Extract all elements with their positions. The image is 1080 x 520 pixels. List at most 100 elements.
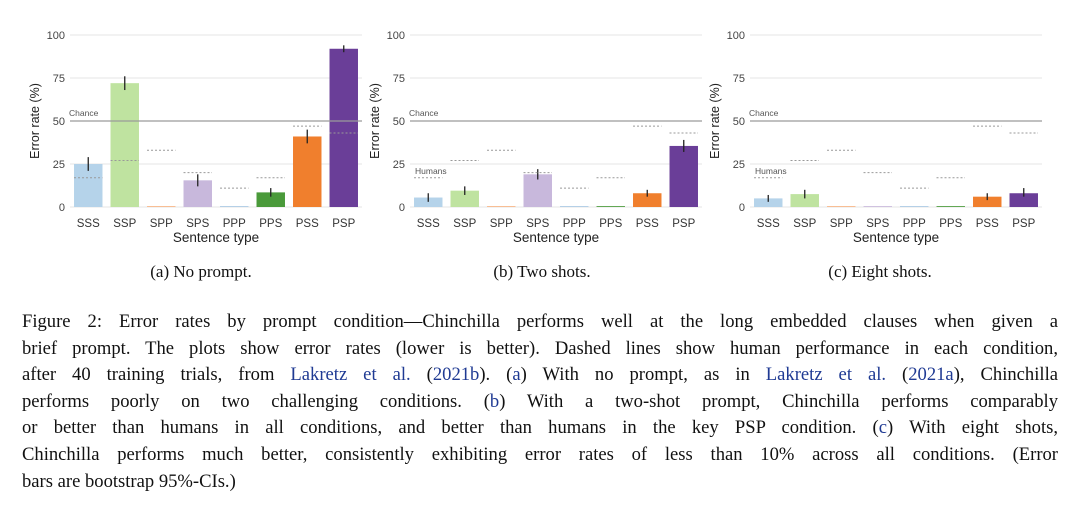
bar xyxy=(220,206,249,207)
x-tick-label: SPP xyxy=(150,218,173,230)
bar xyxy=(560,206,589,207)
y-tick-label: 75 xyxy=(53,73,65,85)
chart-panel-2: 0 25 50 75 100 Error rate (%) SSS SSP SPP SPS PPP P… xyxy=(708,30,1042,245)
y-axis-label: Error rate (%) xyxy=(708,83,722,159)
caption-line: Chinchilla performs much better, consist… xyxy=(22,442,1058,469)
bar xyxy=(329,48,358,208)
caption-text: Chinchilla performs much better, consist… xyxy=(22,443,1058,465)
caption-text: ). ( xyxy=(479,364,513,386)
y-tick-label: 100 xyxy=(387,30,405,42)
caption-text: ) With no prompt, as in xyxy=(520,364,766,386)
bar xyxy=(147,206,176,207)
y-axis-label: Error rate (%) xyxy=(28,83,42,159)
x-tick-label: PPS xyxy=(599,218,622,230)
y-tick-label: 25 xyxy=(53,159,65,171)
subcaption-c: (c) Eight shots. xyxy=(828,262,932,281)
humans-label: Humans xyxy=(755,166,787,176)
bar xyxy=(414,197,443,207)
caption-line: or better than humans in all conditions,… xyxy=(22,415,1058,442)
caption-line: bars are bootstrap 95%-CIs.) xyxy=(22,469,1058,496)
x-tick-label: SSS xyxy=(77,218,100,230)
bar xyxy=(863,206,892,207)
bar xyxy=(827,206,856,207)
caption-text: ( xyxy=(410,364,433,386)
x-axis-label: Sentence type xyxy=(173,230,259,245)
y-tick-label: 25 xyxy=(733,159,745,171)
figure-charts: 0 25 50 75 100 Error rate (%) SSS SSP SPP SPS PPP P… xyxy=(28,30,1042,245)
x-tick-label: SSP xyxy=(453,218,476,230)
x-tick-label: PSP xyxy=(672,218,695,230)
y-tick-label: 50 xyxy=(733,116,745,128)
caption-text: bars are bootstrap 95%-CIs.) xyxy=(22,470,236,492)
citation-link[interactable]: 2021b xyxy=(432,364,480,386)
x-tick-label: SPS xyxy=(866,218,889,230)
figure-caption: Figure 2: Error rates by prompt conditio… xyxy=(22,309,1058,495)
bar xyxy=(74,164,103,207)
x-tick-label: SPS xyxy=(526,218,549,230)
caption-text: or better than humans in all conditions,… xyxy=(22,417,879,439)
bar xyxy=(523,174,552,207)
bar xyxy=(450,190,479,207)
x-tick-label: PSP xyxy=(1012,218,1035,230)
caption-line: performs poorly on two challenging condi… xyxy=(22,389,1058,416)
caption-line: after 40 training trials, from Lakretz e… xyxy=(22,362,1058,389)
x-tick-label: PSS xyxy=(636,218,659,230)
x-axis-label: Sentence type xyxy=(853,230,939,245)
x-tick-label: PSS xyxy=(976,218,999,230)
x-tick-label: SPP xyxy=(830,218,853,230)
caption-line: brief prompt. The plots show error rates… xyxy=(22,336,1058,363)
citation-link[interactable]: b xyxy=(489,390,500,412)
caption-line: Figure 2: Error rates by prompt conditio… xyxy=(22,309,1058,336)
x-tick-label: SSS xyxy=(417,218,440,230)
x-tick-label: PPP xyxy=(223,218,246,230)
chance-label: Chance xyxy=(69,108,99,118)
x-tick-label: SSS xyxy=(757,218,780,230)
x-tick-label: PSS xyxy=(296,218,319,230)
bar xyxy=(1009,193,1038,207)
x-axis-label: Sentence type xyxy=(513,230,599,245)
bar xyxy=(669,145,698,207)
x-tick-label: PPP xyxy=(903,218,926,230)
caption-text: brief prompt. The plots show error rates… xyxy=(22,337,1058,359)
x-tick-label: SPS xyxy=(186,218,209,230)
caption-text: ), Chinchilla xyxy=(953,364,1058,386)
y-tick-label: 75 xyxy=(393,73,405,85)
citation-link[interactable]: 2021a xyxy=(908,364,954,386)
x-tick-label: SSP xyxy=(113,218,136,230)
y-tick-label: 100 xyxy=(47,30,65,42)
y-tick-label: 0 xyxy=(59,202,65,214)
bar xyxy=(754,198,783,207)
caption-text: Figure 2: Error rates by prompt conditio… xyxy=(22,311,1058,332)
bar xyxy=(293,136,322,207)
y-tick-label: 100 xyxy=(727,30,745,42)
caption-text: after 40 training trials, from xyxy=(22,364,291,386)
y-tick-label: 50 xyxy=(393,116,405,128)
chart-panel-0: 0 25 50 75 100 Error rate (%) SSS SSP SPP SPS PPP P… xyxy=(28,30,362,245)
y-tick-label: 75 xyxy=(733,73,745,85)
bar xyxy=(110,83,139,207)
citation-link[interactable]: Lakretz et al. xyxy=(765,364,887,386)
bar xyxy=(596,206,625,207)
x-tick-label: SPP xyxy=(490,218,513,230)
bar xyxy=(487,206,516,207)
humans-label: Humans xyxy=(415,166,447,176)
y-tick-label: 0 xyxy=(399,202,405,214)
subcaption-a: (a) No prompt. xyxy=(150,262,252,281)
chart-panel-1: 0 25 50 75 100 Error rate (%) SSS SSP SPP SPS PPP P… xyxy=(368,30,702,245)
citation-link[interactable]: Lakretz et al. xyxy=(290,364,411,386)
caption-text: ) With a two-shot prompt, Chinchilla per… xyxy=(499,390,1059,412)
x-tick-label: PPP xyxy=(563,218,586,230)
x-tick-label: PPS xyxy=(259,218,282,230)
y-axis-label: Error rate (%) xyxy=(368,83,382,159)
citation-link[interactable]: c xyxy=(878,417,888,439)
x-tick-label: SSP xyxy=(793,218,816,230)
x-tick-label: PPS xyxy=(939,218,962,230)
y-tick-label: 25 xyxy=(393,159,405,171)
chance-label: Chance xyxy=(409,108,439,118)
citation-link[interactable]: a xyxy=(512,364,521,386)
bar xyxy=(790,194,819,207)
caption-text: ) With eight shots, xyxy=(887,417,1059,439)
subcaption-b: (b) Two shots. xyxy=(493,262,591,281)
bar xyxy=(900,206,929,207)
y-tick-label: 0 xyxy=(739,202,745,214)
